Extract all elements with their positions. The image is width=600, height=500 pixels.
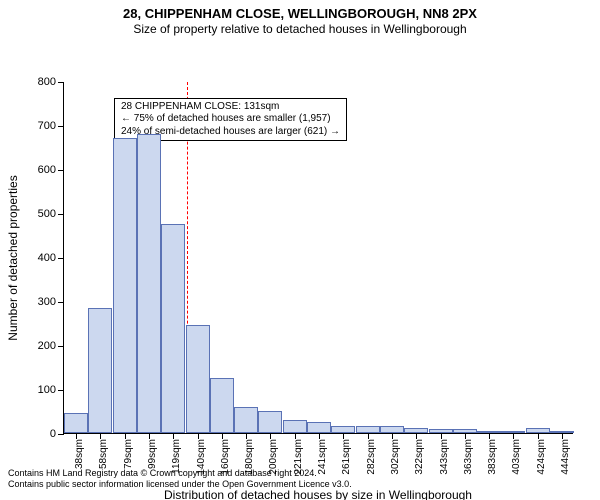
histogram-bar — [307, 422, 331, 433]
footer-attribution: Contains HM Land Registry data © Crown c… — [8, 468, 592, 491]
histogram-bar — [501, 431, 525, 433]
histogram-bar — [113, 138, 137, 433]
histogram-bar — [161, 224, 185, 433]
ytick-label: 700 — [38, 120, 64, 132]
ytick-label: 600 — [38, 164, 64, 176]
histogram-bar — [137, 134, 161, 433]
page-title: 28, CHIPPENHAM CLOSE, WELLINGBOROUGH, NN… — [0, 0, 600, 22]
xtick-label: 99sqm — [147, 439, 158, 469]
histogram-bar — [64, 413, 88, 433]
histogram-bar — [429, 429, 453, 433]
histogram-bar — [258, 411, 282, 433]
ytick-label: 500 — [38, 208, 64, 220]
annotation-line: ← 75% of detached houses are smaller (1,… — [121, 113, 340, 126]
footer-line-2: Contains public sector information licen… — [8, 479, 592, 490]
xtick-label: 58sqm — [98, 439, 109, 469]
histogram-bar — [477, 431, 501, 433]
histogram-bar — [88, 308, 112, 433]
histogram-bar — [234, 407, 258, 433]
histogram-bar — [550, 431, 574, 433]
ytick-label: 200 — [38, 340, 64, 352]
annotation-line: 28 CHIPPENHAM CLOSE: 131sqm — [121, 101, 340, 114]
y-axis-label: Number of detached properties — [6, 175, 20, 340]
ytick-label: 400 — [38, 252, 64, 264]
ytick-label: 300 — [38, 296, 64, 308]
histogram-bar — [283, 420, 307, 433]
histogram-bar — [380, 426, 404, 433]
plot-area: 28 CHIPPENHAM CLOSE: 131sqm← 75% of deta… — [63, 82, 573, 434]
xtick-label: 38sqm — [74, 439, 85, 469]
xtick-label: 79sqm — [123, 439, 134, 469]
figure: 28, CHIPPENHAM CLOSE, WELLINGBOROUGH, NN… — [0, 0, 600, 500]
ytick-label: 100 — [38, 384, 64, 396]
footer-line-1: Contains HM Land Registry data © Crown c… — [8, 468, 592, 479]
histogram-bar — [186, 325, 210, 433]
histogram-bar — [404, 428, 428, 433]
histogram-bar — [331, 426, 355, 433]
histogram-bar — [453, 429, 477, 433]
ytick-label: 0 — [50, 428, 64, 440]
page-subtitle: Size of property relative to detached ho… — [0, 22, 600, 36]
histogram-bar — [356, 426, 380, 433]
histogram-bar — [526, 428, 550, 433]
ytick-label: 800 — [38, 76, 64, 88]
histogram-bar — [210, 378, 234, 433]
